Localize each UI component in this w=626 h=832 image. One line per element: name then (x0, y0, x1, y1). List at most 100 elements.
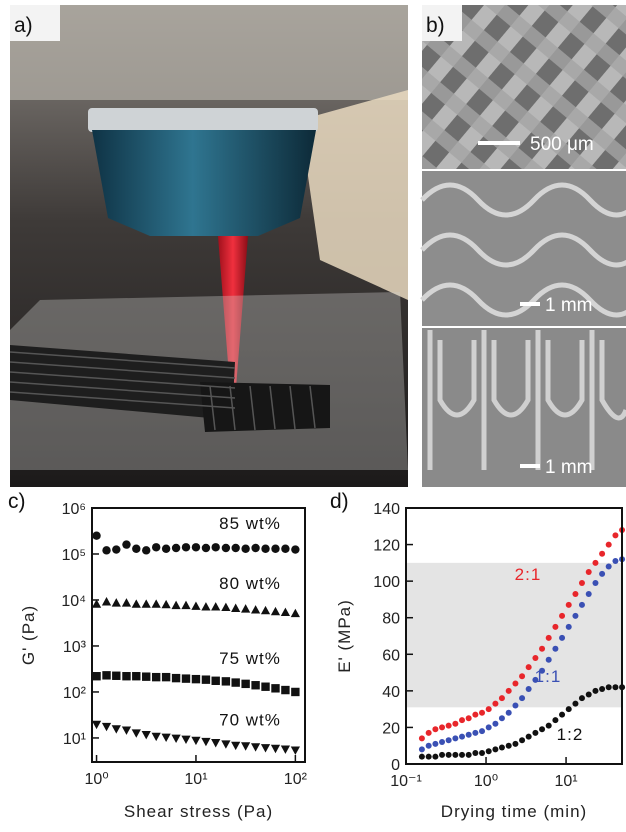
point (102, 723, 111, 731)
point (251, 743, 260, 751)
y-tick-label: 80 (382, 611, 400, 628)
point (182, 674, 190, 682)
point (162, 545, 170, 553)
point (182, 543, 190, 551)
point (566, 624, 572, 630)
point (241, 680, 249, 688)
y-axis-title: G' (Pa) (19, 605, 38, 665)
point (466, 732, 472, 738)
point (191, 737, 200, 745)
point (201, 738, 210, 746)
point (506, 743, 512, 749)
point (291, 688, 299, 696)
y-tick-label: 10⁶ (62, 501, 86, 518)
point (191, 602, 200, 610)
point (572, 701, 578, 707)
point (212, 543, 220, 551)
y-tick-label: 0 (391, 757, 400, 774)
point (181, 601, 190, 609)
series-label: 75 wt% (219, 649, 281, 668)
point (499, 715, 505, 721)
y-tick-label: 10⁵ (62, 547, 86, 564)
point (439, 724, 445, 730)
point (546, 635, 552, 641)
point (426, 730, 432, 736)
point (532, 655, 538, 661)
point (231, 742, 240, 750)
point (281, 745, 290, 753)
point (446, 723, 452, 729)
point (532, 730, 538, 736)
point (142, 672, 150, 680)
point (579, 695, 585, 701)
point (291, 747, 300, 755)
point (552, 624, 558, 630)
point (261, 744, 270, 752)
point (92, 721, 101, 729)
point (171, 735, 180, 743)
point (112, 672, 120, 680)
point (466, 752, 472, 758)
point (566, 706, 572, 712)
point (459, 734, 465, 740)
point (586, 692, 592, 698)
point (539, 726, 545, 732)
panel-label: b) (426, 14, 445, 37)
point (221, 740, 230, 748)
point (132, 545, 140, 553)
point (102, 546, 110, 554)
point (181, 736, 190, 744)
point (559, 712, 565, 718)
point (271, 745, 280, 753)
point (261, 545, 269, 553)
point (472, 750, 478, 756)
x-tick-label: 10⁻¹ (390, 773, 422, 790)
point (231, 604, 240, 612)
y-tick-label: 120 (373, 538, 400, 555)
point (271, 607, 280, 615)
y-tick-label: 40 (382, 684, 400, 701)
point (472, 730, 478, 736)
point (192, 675, 200, 683)
point (222, 677, 230, 685)
point (261, 606, 270, 614)
point (559, 613, 565, 619)
point (479, 710, 485, 716)
point (261, 683, 269, 691)
point (122, 726, 131, 734)
point (122, 540, 130, 548)
point (112, 725, 121, 733)
point (519, 695, 525, 701)
x-axis-title: Shear stress (Pa) (124, 802, 273, 821)
point (472, 712, 478, 718)
point (512, 741, 518, 747)
point (432, 726, 438, 732)
point (486, 706, 492, 712)
point (599, 571, 605, 577)
point (251, 544, 259, 552)
point (426, 754, 432, 760)
x-axis-title: Drying time (min) (441, 802, 587, 821)
point (572, 613, 578, 619)
point (606, 564, 612, 570)
series-label: 70 wt% (219, 711, 281, 730)
point (592, 688, 598, 694)
panel-label: a) (14, 14, 33, 37)
point (466, 715, 472, 721)
point (102, 597, 111, 605)
point (211, 739, 220, 747)
series-label: 1:1 (535, 667, 562, 686)
point (201, 602, 210, 610)
point (526, 734, 532, 740)
point (132, 672, 140, 680)
point (459, 752, 465, 758)
point (572, 591, 578, 597)
point (546, 723, 552, 729)
scale-bar-label: 500 μm (530, 134, 594, 155)
point (231, 544, 239, 552)
x-tick-label: 10⁰ (84, 771, 108, 788)
figure: a) b) 500 μm 1 mm 1 mm 10¹10²10³10⁴10⁵10… (0, 0, 626, 827)
point (419, 754, 425, 760)
point (452, 752, 458, 758)
point (499, 695, 505, 701)
